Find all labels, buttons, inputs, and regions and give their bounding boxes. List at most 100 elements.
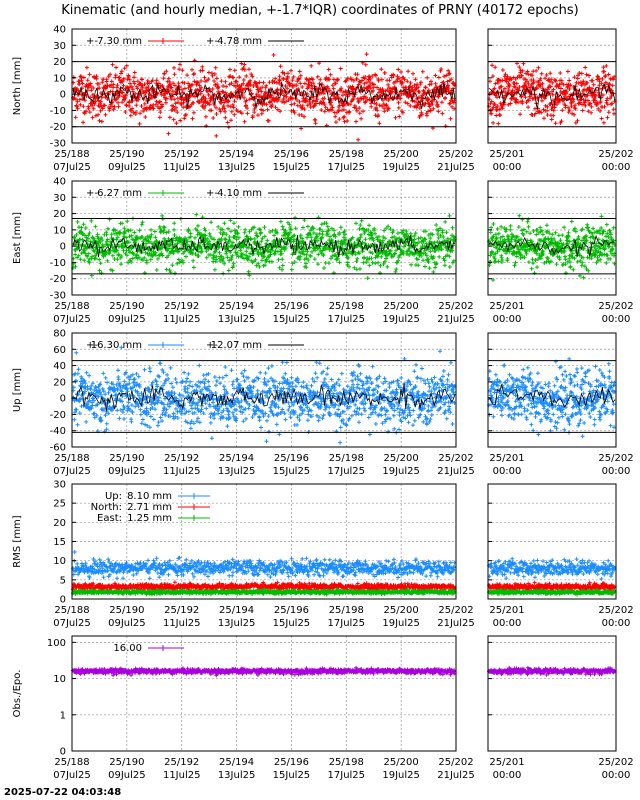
- x-tick-label-top: 25/190: [109, 301, 144, 312]
- x-tick-label-top: 25/196: [274, 453, 309, 464]
- x-tick-label-top: 25/198: [329, 757, 364, 768]
- legend-text: 12.07 mm: [211, 340, 262, 351]
- y-tick-label: 15: [53, 537, 66, 548]
- x-tick-label-top: 25/202: [438, 301, 473, 312]
- x-zoom-tick-label-bottom: 00:00: [493, 618, 522, 629]
- y-tick-label: 25: [53, 499, 66, 510]
- up-points-zoom: [487, 356, 617, 439]
- legend-prefix: +-: [206, 36, 218, 47]
- x-zoom-tick-label-bottom: 00:00: [602, 314, 631, 325]
- x-tick-label-top: 25/198: [329, 453, 364, 464]
- x-tick-label-top: 25/188: [54, 301, 89, 312]
- x-zoom-tick-label-bottom: 00:00: [602, 618, 631, 629]
- x-tick-label-bottom: 21Jul25: [437, 466, 475, 477]
- x-tick-label-bottom: 09Jul25: [108, 314, 146, 325]
- x-tick-label-bottom: 21Jul25: [437, 618, 475, 629]
- x-tick-label-bottom: 15Jul25: [273, 618, 311, 629]
- north-points-zoom: [487, 61, 617, 126]
- legend-series-value: 2.71 mm: [127, 502, 172, 513]
- chart-title: Kinematic (and hourly median, +-1.7*IQR)…: [61, 3, 579, 18]
- panel-frame-zoom: [487, 332, 617, 448]
- legend-series-name: Up:: [105, 491, 122, 502]
- x-tick-label-top: 25/190: [109, 605, 144, 616]
- panel-up: -60 -40 -20 0 20 40 60 80 Up [mm] 25/188 07Jul25 25…: [12, 329, 634, 478]
- y-axis-label: RMS [mm]: [12, 515, 23, 567]
- x-tick-label-top: 25/198: [329, 149, 364, 160]
- x-zoom-tick-label-top: 25/201: [489, 605, 524, 616]
- x-tick-label-bottom: 13Jul25: [218, 162, 256, 173]
- y-tick-label: 30: [53, 41, 66, 52]
- y-tick-label: -40: [50, 426, 66, 437]
- y-tick-label: 40: [53, 25, 66, 36]
- legend-series-name: North:: [91, 502, 122, 513]
- x-tick-label-bottom: 13Jul25: [218, 466, 256, 477]
- y-tick-label: 10: [53, 73, 66, 84]
- y-tick-label: -30: [50, 139, 66, 150]
- x-zoom-tick-label-top: 25/202: [598, 301, 633, 312]
- legend-text: 7.30 mm: [97, 36, 142, 47]
- x-tick-label-top: 25/192: [164, 605, 199, 616]
- x-tick-label-top: 25/194: [219, 453, 254, 464]
- y-tick-label: 20: [53, 57, 66, 68]
- y-tick-label: 20: [53, 209, 66, 220]
- x-tick-label-bottom: 09Jul25: [108, 466, 146, 477]
- x-tick-label-bottom: 15Jul25: [273, 770, 311, 781]
- y-tick-label: 20: [53, 377, 66, 388]
- y-tick-label: 80: [53, 329, 66, 340]
- x-tick-label-top: 25/200: [384, 757, 419, 768]
- x-zoom-tick-label-bottom: 00:00: [493, 162, 522, 173]
- x-zoom-tick-label-bottom: 00:00: [602, 770, 631, 781]
- x-tick-label-top: 25/196: [274, 149, 309, 160]
- x-tick-label-top: 25/200: [384, 301, 419, 312]
- x-tick-label-top: 25/190: [109, 757, 144, 768]
- y-axis-label: North [mm]: [12, 57, 23, 116]
- x-tick-label-top: 25/194: [219, 149, 254, 160]
- median-line-zoom: [488, 83, 616, 110]
- panel-frame-zoom: [487, 635, 617, 752]
- y-tick-label: -20: [50, 410, 66, 421]
- y-tick-label: 10: [53, 674, 66, 685]
- y-tick-label: -20: [50, 274, 66, 285]
- x-tick-label-bottom: 21Jul25: [437, 162, 475, 173]
- median-line-main: [72, 81, 456, 109]
- y-tick-label: 10: [53, 225, 66, 236]
- x-tick-label-bottom: 21Jul25: [437, 314, 475, 325]
- x-tick-label-top: 25/192: [164, 453, 199, 464]
- panel-frame-main: [71, 28, 457, 144]
- east-points-main: [71, 212, 457, 281]
- x-tick-label-bottom: 11Jul25: [163, 770, 201, 781]
- legend-text: 16.00: [113, 643, 142, 654]
- y-axis-label: Obs./Epo.: [12, 670, 23, 718]
- x-tick-label-bottom: 17Jul25: [328, 466, 366, 477]
- x-tick-label-top: 25/202: [438, 605, 473, 616]
- panel-frame-zoom: [487, 180, 617, 296]
- x-tick-label-top: 25/198: [329, 605, 364, 616]
- y-tick-label: 20: [53, 518, 66, 529]
- y-tick-label: 60: [53, 345, 66, 356]
- x-zoom-tick-label-top: 25/202: [598, 605, 633, 616]
- x-tick-label-top: 25/194: [219, 301, 254, 312]
- x-tick-label-bottom: 11Jul25: [163, 314, 201, 325]
- x-tick-label-bottom: 07Jul25: [53, 770, 91, 781]
- panel-obs: 0 1 10 100 Obs./Epo. 25/188 07Jul25 25/190 09Jul…: [12, 635, 634, 781]
- x-tick-label-bottom: 07Jul25: [53, 618, 91, 629]
- x-tick-label-bottom: 09Jul25: [108, 162, 146, 173]
- y-tick-label: 40: [53, 177, 66, 188]
- x-tick-label-top: 25/202: [438, 757, 473, 768]
- north-points-main: [71, 52, 457, 142]
- x-tick-label-top: 25/200: [384, 605, 419, 616]
- legend-prefix: +-: [86, 188, 98, 199]
- median-line-zoom: [488, 383, 616, 408]
- x-zoom-tick-label-top: 25/202: [598, 149, 633, 160]
- rms-east-points-zoom: [487, 588, 617, 597]
- x-tick-label-bottom: 11Jul25: [163, 466, 201, 477]
- x-tick-label-top: 25/192: [164, 757, 199, 768]
- rms-east-points-main: [71, 587, 457, 597]
- x-zoom-tick-label-bottom: 00:00: [602, 466, 631, 477]
- legend-prefix: +-: [206, 340, 218, 351]
- y-tick-label: -20: [50, 122, 66, 133]
- x-tick-label-bottom: 07Jul25: [53, 162, 91, 173]
- panel-rms: 0 5 10 15 20 25 30 RMS [mm] 25/188 07Jul25 25/190 0…: [12, 480, 634, 630]
- x-tick-label-bottom: 17Jul25: [328, 162, 366, 173]
- x-tick-label-bottom: 11Jul25: [163, 162, 201, 173]
